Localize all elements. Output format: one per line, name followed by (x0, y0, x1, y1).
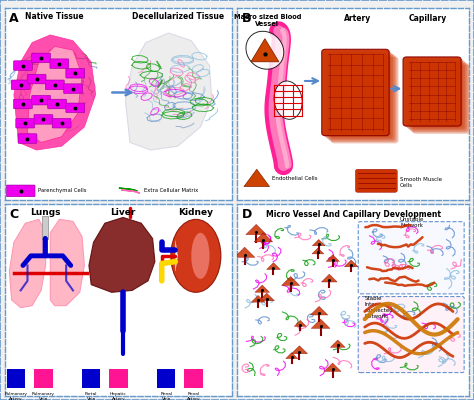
FancyBboxPatch shape (409, 62, 467, 131)
FancyBboxPatch shape (66, 103, 85, 113)
Polygon shape (14, 35, 96, 150)
Polygon shape (267, 263, 280, 270)
Polygon shape (27, 46, 82, 142)
Polygon shape (324, 363, 341, 371)
FancyBboxPatch shape (27, 74, 46, 84)
Polygon shape (311, 319, 330, 328)
Polygon shape (254, 233, 273, 242)
FancyBboxPatch shape (64, 84, 82, 94)
Text: Decellularized Tissue: Decellularized Tissue (132, 12, 224, 21)
FancyBboxPatch shape (50, 59, 69, 68)
FancyBboxPatch shape (16, 118, 35, 128)
FancyBboxPatch shape (356, 169, 397, 192)
Ellipse shape (274, 81, 302, 119)
FancyBboxPatch shape (18, 134, 37, 143)
Text: Artery: Artery (344, 14, 372, 23)
Text: Macro sized Blood
Vessel: Macro sized Blood Vessel (234, 14, 301, 27)
Text: Renal
Artery: Renal Artery (187, 392, 201, 400)
FancyBboxPatch shape (405, 58, 463, 128)
Bar (34, 369, 53, 388)
Polygon shape (50, 219, 84, 306)
FancyBboxPatch shape (358, 296, 464, 372)
Polygon shape (312, 240, 325, 246)
Polygon shape (125, 33, 212, 150)
Polygon shape (344, 260, 358, 267)
Polygon shape (286, 353, 298, 359)
Polygon shape (310, 306, 328, 315)
FancyBboxPatch shape (47, 99, 66, 109)
Text: C: C (9, 208, 18, 221)
FancyBboxPatch shape (410, 63, 469, 132)
Text: Native Tissue: Native Tissue (26, 12, 84, 21)
Text: Extra Cellular Matrix: Extra Cellular Matrix (144, 188, 198, 194)
FancyBboxPatch shape (34, 114, 53, 124)
FancyBboxPatch shape (331, 57, 399, 143)
Bar (7, 369, 25, 388)
Text: Smooth Muscle
Cells: Smooth Muscle Cells (400, 177, 442, 188)
FancyBboxPatch shape (329, 56, 397, 142)
Text: Pulmonary
Artery: Pulmonary Artery (5, 392, 27, 400)
FancyBboxPatch shape (6, 185, 35, 197)
Polygon shape (326, 255, 339, 261)
Text: Micro Vessel And Capillary Development: Micro Vessel And Capillary Development (265, 210, 441, 219)
FancyBboxPatch shape (324, 51, 391, 137)
Text: Kidney: Kidney (178, 208, 213, 217)
Bar (42, 216, 48, 238)
FancyBboxPatch shape (46, 80, 64, 90)
Polygon shape (9, 219, 46, 308)
Polygon shape (89, 218, 155, 292)
FancyBboxPatch shape (32, 95, 51, 105)
Polygon shape (175, 240, 178, 271)
Text: A: A (9, 12, 19, 25)
Text: Capillary: Capillary (408, 14, 447, 23)
FancyBboxPatch shape (13, 99, 32, 109)
Text: Endothelial Cells: Endothelial Cells (272, 176, 317, 181)
Ellipse shape (246, 31, 284, 69)
Polygon shape (251, 296, 265, 302)
FancyBboxPatch shape (13, 61, 32, 70)
Polygon shape (246, 224, 266, 235)
FancyBboxPatch shape (358, 222, 464, 294)
FancyBboxPatch shape (66, 68, 85, 78)
FancyBboxPatch shape (32, 53, 51, 63)
Ellipse shape (171, 219, 221, 292)
Polygon shape (244, 169, 270, 186)
Bar (82, 369, 100, 388)
Polygon shape (292, 346, 308, 354)
Text: Parenchymal Cells: Parenchymal Cells (38, 188, 86, 194)
FancyBboxPatch shape (52, 118, 71, 128)
Text: Pulmonary
Vein: Pulmonary Vein (32, 392, 55, 400)
Text: Portal
Vein: Portal Vein (85, 392, 98, 400)
Bar (157, 369, 175, 388)
Text: B: B (242, 12, 251, 25)
Polygon shape (255, 285, 270, 292)
Polygon shape (330, 340, 345, 347)
Polygon shape (234, 247, 255, 257)
FancyBboxPatch shape (326, 52, 393, 139)
Text: Hepatic
Artery: Hepatic Artery (110, 392, 127, 400)
FancyBboxPatch shape (11, 80, 30, 90)
Text: Liver: Liver (110, 208, 136, 217)
Polygon shape (282, 276, 300, 286)
Text: Lungs: Lungs (30, 208, 61, 217)
FancyBboxPatch shape (328, 54, 395, 140)
FancyBboxPatch shape (412, 65, 470, 134)
Ellipse shape (191, 233, 210, 279)
Polygon shape (294, 320, 306, 326)
Bar (184, 369, 203, 388)
Polygon shape (321, 274, 337, 282)
Text: Stable
Inter-
connected
Network: Stable Inter- connected Network (365, 296, 393, 318)
Text: Unstable
Network: Unstable Network (400, 218, 424, 228)
Polygon shape (259, 293, 274, 301)
Text: Renal
Vein: Renal Vein (160, 392, 173, 400)
FancyBboxPatch shape (407, 60, 465, 129)
Polygon shape (251, 39, 279, 62)
Bar (109, 369, 128, 388)
Text: D: D (242, 208, 252, 221)
Polygon shape (312, 248, 324, 254)
FancyBboxPatch shape (322, 49, 389, 136)
FancyBboxPatch shape (403, 57, 461, 126)
